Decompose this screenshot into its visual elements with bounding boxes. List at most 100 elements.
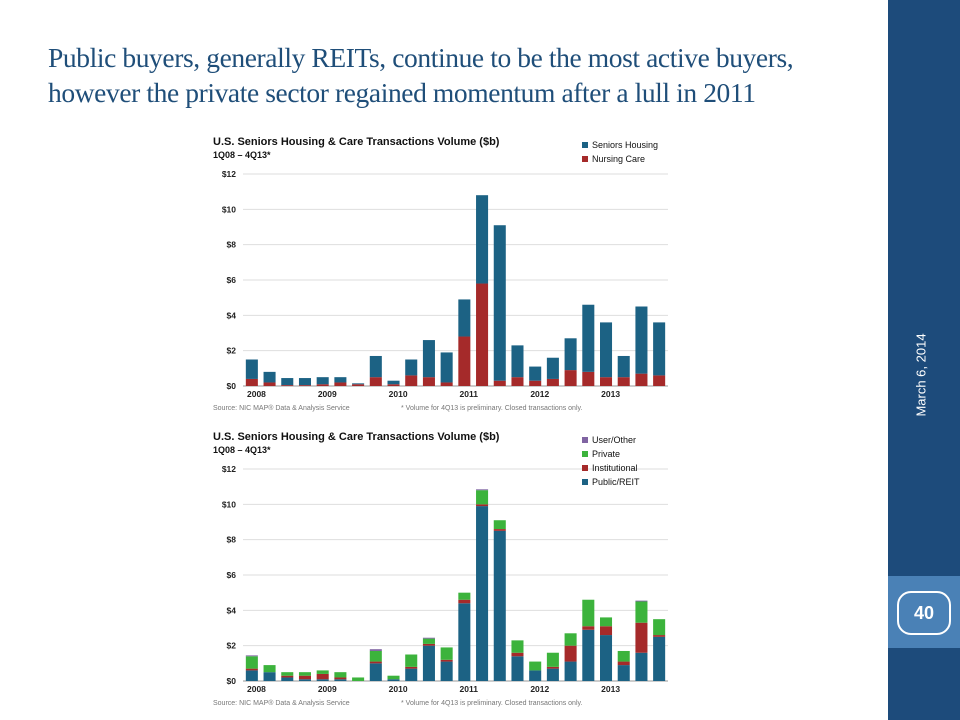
legend-label: Nursing Care xyxy=(592,154,645,164)
bar-segment-public-reit xyxy=(387,679,400,681)
bar-segment-public-reit xyxy=(458,603,471,681)
bar-segment-seniors-housing xyxy=(263,371,276,383)
bar-segment-institutional xyxy=(298,675,311,680)
bar-segment-nursing-care xyxy=(245,378,258,386)
bar-segment-seniors-housing xyxy=(405,359,418,376)
bar-segment-nursing-care xyxy=(617,377,630,386)
slide-title-line-2: however the private sector regained mome… xyxy=(48,77,756,108)
bar-segment-seniors-housing xyxy=(440,352,453,383)
y-tick-label: $0 xyxy=(227,676,237,686)
bar-segment-institutional xyxy=(617,661,630,666)
bar-segment-public-reit xyxy=(653,636,666,681)
bar-segment-seniors-housing xyxy=(369,355,382,378)
chart-source-note: Source: NIC MAP® Data & Analysis Service xyxy=(213,699,350,707)
legend-swatch xyxy=(582,156,588,162)
chart-footnote: * Volume for 4Q13 is preliminary. Closed… xyxy=(401,700,582,707)
chart-footnote: * Volume for 4Q13 is preliminary. Closed… xyxy=(401,405,582,412)
bar-segment-seniors-housing xyxy=(387,380,400,385)
legend-swatch xyxy=(582,437,588,443)
chart-title: U.S. Seniors Housing & Care Transactions… xyxy=(213,431,500,443)
bar-segment-seniors-housing xyxy=(316,377,329,385)
bar-segment-private xyxy=(263,665,276,673)
bar-segment-nursing-care xyxy=(387,384,400,386)
y-tick-label: $8 xyxy=(227,535,237,545)
x-tick-label: 2008 xyxy=(247,684,266,694)
bar-segment-private xyxy=(387,675,400,680)
bar-segment-user-other xyxy=(369,649,382,651)
bar-segment-seniors-housing xyxy=(281,378,294,386)
bar-segment-nursing-care xyxy=(653,375,666,386)
y-tick-label: $12 xyxy=(222,464,236,474)
chart-title: U.S. Seniors Housing & Care Transactions… xyxy=(213,136,500,148)
chart-bottom-svg: U.S. Seniors Housing & Care Transactions… xyxy=(208,422,681,712)
bar-segment-institutional xyxy=(369,661,382,664)
bar-segment-institutional xyxy=(316,673,329,680)
bar-segment-seniors-housing xyxy=(352,383,365,385)
bar-segment-nursing-care xyxy=(405,375,418,386)
bar-segment-private xyxy=(245,656,258,669)
bar-segment-private xyxy=(440,647,453,660)
y-tick-label: $12 xyxy=(222,169,236,179)
bar-segment-nursing-care xyxy=(263,382,276,386)
x-tick-label: 2010 xyxy=(389,684,408,694)
bar-segment-seniors-housing xyxy=(617,355,630,378)
bar-segment-nursing-care xyxy=(476,283,489,386)
bar-segment-institutional xyxy=(405,666,418,669)
x-tick-label: 2009 xyxy=(318,389,337,399)
bar-segment-institutional xyxy=(511,652,524,657)
bar-segment-public-reit xyxy=(281,677,294,681)
bar-segment-institutional xyxy=(476,504,489,507)
bar-segment-user-other xyxy=(635,600,648,602)
bar-segment-private xyxy=(493,520,506,530)
slide-date: March 6, 2014 xyxy=(913,333,929,417)
bar-segment-seniors-housing xyxy=(334,377,347,383)
chart-volume-by-buyer-type: U.S. Seniors Housing & Care Transactions… xyxy=(208,422,681,712)
x-tick-label: 2012 xyxy=(530,389,549,399)
bar-segment-institutional xyxy=(653,635,666,637)
bar-segment-institutional xyxy=(334,677,347,680)
bar-segment-nursing-care xyxy=(529,380,542,386)
bar-segment-private xyxy=(334,672,347,678)
y-tick-label: $6 xyxy=(227,275,237,285)
bar-segment-private xyxy=(458,592,471,600)
bar-segment-public-reit xyxy=(298,679,311,681)
bar-segment-public-reit xyxy=(422,645,435,681)
bar-segment-private xyxy=(546,652,559,667)
bar-segment-nursing-care xyxy=(582,371,595,386)
bar-segment-private xyxy=(511,640,524,653)
bar-segment-nursing-care xyxy=(369,377,382,386)
bar-segment-seniors-housing xyxy=(546,357,559,379)
legend-label: Public/REIT xyxy=(592,477,640,487)
bar-segment-private xyxy=(352,677,365,681)
bar-segment-nursing-care xyxy=(493,380,506,386)
bar-segment-public-reit xyxy=(245,670,258,681)
bar-segment-private xyxy=(653,619,666,636)
x-tick-label: 2009 xyxy=(318,684,337,694)
bar-segment-seniors-housing xyxy=(458,299,471,337)
bar-segment-nursing-care xyxy=(511,377,524,386)
bar-segment-nursing-care xyxy=(352,384,365,386)
bar-segment-public-reit xyxy=(263,672,276,681)
x-tick-label: 2010 xyxy=(389,389,408,399)
bar-segment-nursing-care xyxy=(546,378,559,386)
x-tick-label: 2011 xyxy=(460,684,479,694)
bar-segment-private xyxy=(617,650,630,662)
bar-segment-public-reit xyxy=(600,635,613,681)
slide-title-line-1: Public buyers, generally REITs, continue… xyxy=(48,42,794,73)
y-tick-label: $0 xyxy=(227,381,237,391)
bar-segment-institutional xyxy=(281,675,294,678)
y-tick-label: $8 xyxy=(227,240,237,250)
chart-subtitle: 1Q08 – 4Q13* xyxy=(213,445,271,455)
bar-segment-institutional xyxy=(564,645,577,662)
bar-segment-seniors-housing xyxy=(600,322,613,378)
y-tick-label: $10 xyxy=(222,204,236,214)
bar-segment-private xyxy=(600,617,613,627)
bar-segment-nursing-care xyxy=(422,377,435,386)
bar-segment-institutional xyxy=(422,643,435,646)
bar-segment-private xyxy=(635,601,648,623)
x-tick-label: 2011 xyxy=(460,389,479,399)
legend-label: Private xyxy=(592,449,620,459)
bar-segment-private xyxy=(476,490,489,505)
bar-segment-institutional xyxy=(440,659,453,662)
bar-segment-user-other xyxy=(422,637,435,639)
